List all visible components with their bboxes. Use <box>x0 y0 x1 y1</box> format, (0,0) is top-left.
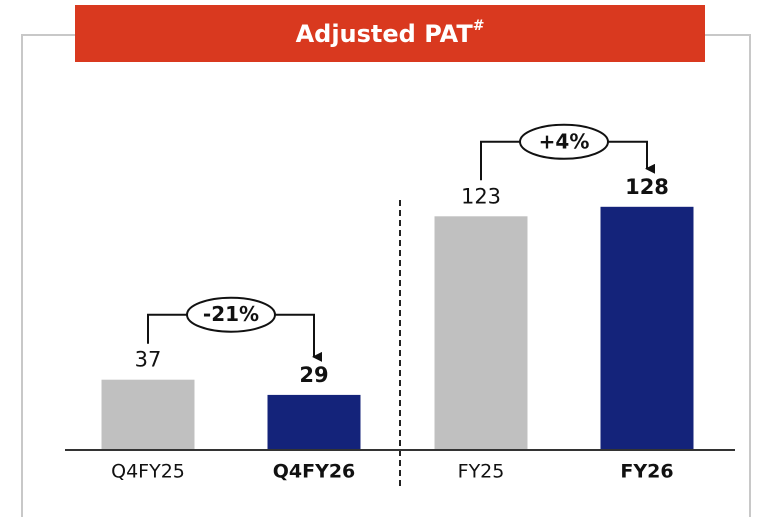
title-text: Adjusted PAT <box>296 20 474 48</box>
title-banner <box>75 5 705 62</box>
x-tick-label: Q4FY25 <box>111 461 185 483</box>
data-label: 128 <box>625 175 669 199</box>
x-tick-label: FY26 <box>620 461 673 483</box>
bar <box>267 394 361 450</box>
bar <box>434 216 528 450</box>
frame <box>21 34 75 517</box>
x-tick-label: Q4FY26 <box>273 461 356 483</box>
change-label: -21% <box>203 302 259 326</box>
data-label: 29 <box>299 363 328 387</box>
change-badge <box>519 123 609 160</box>
bar <box>600 206 694 450</box>
x-tick-label: FY25 <box>458 461 505 483</box>
change-label: +4% <box>539 129 590 153</box>
change-badge <box>186 296 276 333</box>
data-label: 37 <box>135 348 162 372</box>
data-label: 123 <box>461 184 501 208</box>
chart-title: Adjusted PAT# <box>296 18 485 48</box>
title-superscript: # <box>473 18 485 34</box>
frame <box>705 34 751 517</box>
bar <box>101 379 195 450</box>
